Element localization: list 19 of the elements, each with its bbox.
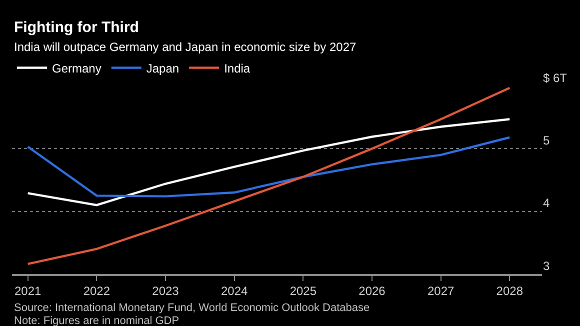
y-tick-label: 5 <box>543 133 550 148</box>
y-tick-label: 3 <box>543 258 550 273</box>
x-tick-label: 2026 <box>358 284 386 298</box>
x-tick-label: 2021 <box>14 284 42 298</box>
source-note: Source: International Monetary Fund, World Economic Outlook Database <box>14 302 370 314</box>
x-tick-label: 2024 <box>220 284 248 298</box>
x-tick-label: 2022 <box>83 284 110 298</box>
x-tick-label: 2023 <box>152 284 180 298</box>
text: Note: Figures are in nominal GDP <box>14 315 180 326</box>
legend-label: India <box>224 61 250 76</box>
x-tick-label: 2025 <box>290 284 317 298</box>
y-tick-label: $ 6T <box>543 70 568 85</box>
y-tick-label: 4 <box>543 196 550 210</box>
legend-label: Germany <box>52 61 102 76</box>
chart-subtitle: India will outpace Germany and Japan in economic size by 2027 <box>14 40 357 54</box>
legend-label: Japan <box>146 61 180 76</box>
x-tick-label: 2028 <box>496 284 524 298</box>
x-tick-label: 2027 <box>427 284 454 298</box>
chart-title: Fighting for Third <box>14 19 139 36</box>
